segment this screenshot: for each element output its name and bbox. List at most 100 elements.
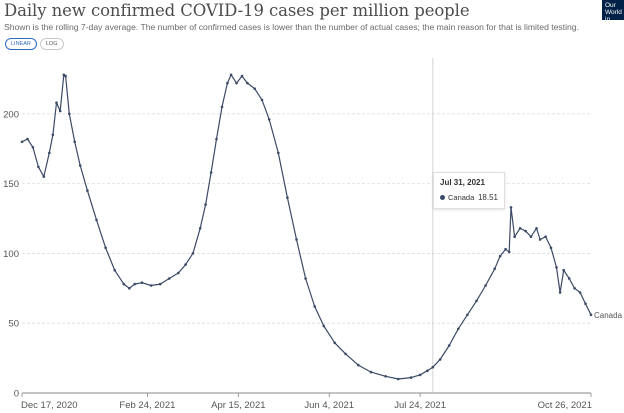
- data-point: [369, 370, 373, 374]
- data-point: [397, 377, 400, 381]
- y-axis: 0 50 100 150 200: [3, 109, 19, 399]
- data-point: [253, 87, 256, 90]
- data-point: [209, 171, 213, 174]
- log-scale-button[interactable]: LOG: [39, 38, 64, 50]
- data-point: [475, 299, 478, 303]
- grid-lines: [22, 113, 591, 394]
- data-point: [509, 206, 513, 209]
- data-point: [215, 137, 218, 141]
- chart-subtitle: Shown is the rolling 7-day average. The …: [4, 22, 579, 32]
- data-point: [229, 73, 233, 77]
- y-tick-label: 200: [3, 109, 19, 120]
- data-point: [466, 313, 469, 317]
- data-point: [62, 73, 66, 77]
- data-point: [158, 282, 162, 286]
- data-point: [295, 238, 298, 241]
- data-point: [562, 268, 565, 272]
- tooltip-series-dot: [440, 195, 445, 200]
- scale-toggle-group: LINEAR LOG: [5, 38, 64, 50]
- chart-title: Daily new confirmed COVID-19 cases per m…: [4, 1, 470, 20]
- data-point: [20, 140, 24, 144]
- data-point: [504, 247, 507, 251]
- data-point: [357, 363, 360, 367]
- data-point: [573, 287, 576, 290]
- hover-tooltip: Jul 31, 2021 Canada 18.51: [433, 172, 505, 209]
- data-point: [438, 358, 442, 361]
- data-point: [64, 74, 67, 78]
- x-tick-label: Apr 15, 2021: [211, 400, 265, 411]
- data-point: [535, 227, 538, 230]
- data-point: [122, 282, 126, 286]
- series-group: Canada: [20, 73, 623, 381]
- data-point: [313, 305, 317, 308]
- data-point: [544, 235, 547, 238]
- data-point: [113, 268, 116, 272]
- data-point: [86, 189, 89, 192]
- y-tick-label: 50: [8, 319, 19, 330]
- data-point: [204, 203, 207, 206]
- data-point: [484, 284, 487, 287]
- x-tick-label: Oct 26, 2021: [538, 400, 592, 411]
- owid-logo[interactable]: Our World in Data: [602, 0, 624, 20]
- data-point: [493, 267, 497, 271]
- data-point: [167, 277, 171, 280]
- tooltip-value: 18.51: [477, 193, 498, 202]
- data-point: [507, 250, 511, 254]
- data-point: [267, 118, 271, 121]
- tooltip-series-name: Canada: [448, 193, 475, 202]
- y-tick-label: 100: [3, 249, 19, 260]
- data-point: [58, 109, 62, 113]
- data-point: [524, 229, 527, 233]
- data-point: [589, 313, 593, 317]
- x-tick-label: Jun 4, 2021: [304, 400, 354, 411]
- x-tick-label: Dec 17, 2020: [21, 400, 78, 411]
- data-point: [584, 302, 587, 306]
- data-point: [26, 137, 29, 141]
- data-point: [277, 151, 280, 155]
- data-point: [431, 365, 435, 369]
- series-line-canada: [21, 74, 592, 380]
- data-point: [240, 74, 244, 78]
- y-tick-label: 0: [14, 389, 19, 400]
- data-point: [140, 281, 144, 285]
- data-point: [518, 227, 522, 230]
- y-tick-label: 150: [3, 179, 19, 190]
- data-point: [426, 369, 429, 373]
- x-tick-label: Jul 24, 2021: [394, 400, 446, 411]
- data-point: [51, 133, 55, 137]
- x-axis: Dec 17, 2020 Feb 24, 2021 Apr 15, 2021 Jun …: [21, 393, 592, 411]
- data-point: [177, 271, 180, 275]
- data-point: [286, 196, 289, 199]
- data-point: [513, 235, 516, 238]
- data-point: [37, 165, 40, 169]
- data-point: [344, 352, 347, 356]
- data-point: [48, 151, 51, 155]
- data-point: [31, 146, 35, 149]
- data-point: [457, 327, 460, 331]
- data-point: [133, 282, 136, 286]
- tooltip-date: Jul 31, 2021: [440, 178, 485, 187]
- data-point: [73, 140, 76, 144]
- data-point: [68, 112, 71, 116]
- x-tick-label: Feb 24, 2021: [119, 400, 175, 411]
- data-point: [529, 235, 533, 238]
- data-point: [384, 375, 387, 378]
- data-point: [260, 98, 264, 102]
- data-point: [498, 254, 502, 258]
- data-point: [538, 238, 542, 241]
- data-point: [55, 101, 58, 104]
- data-point: [235, 81, 238, 85]
- data-point: [104, 246, 107, 250]
- data-point: [322, 324, 326, 328]
- series-end-label: Canada: [594, 311, 623, 320]
- data-point: [567, 277, 571, 280]
- data-point: [304, 277, 307, 280]
- data-point: [78, 164, 82, 167]
- data-point: [95, 218, 98, 222]
- data-point: [198, 227, 202, 230]
- data-point: [549, 246, 553, 250]
- linear-scale-button[interactable]: LINEAR: [5, 38, 37, 50]
- data-point: [578, 291, 582, 294]
- data-point: [220, 105, 224, 109]
